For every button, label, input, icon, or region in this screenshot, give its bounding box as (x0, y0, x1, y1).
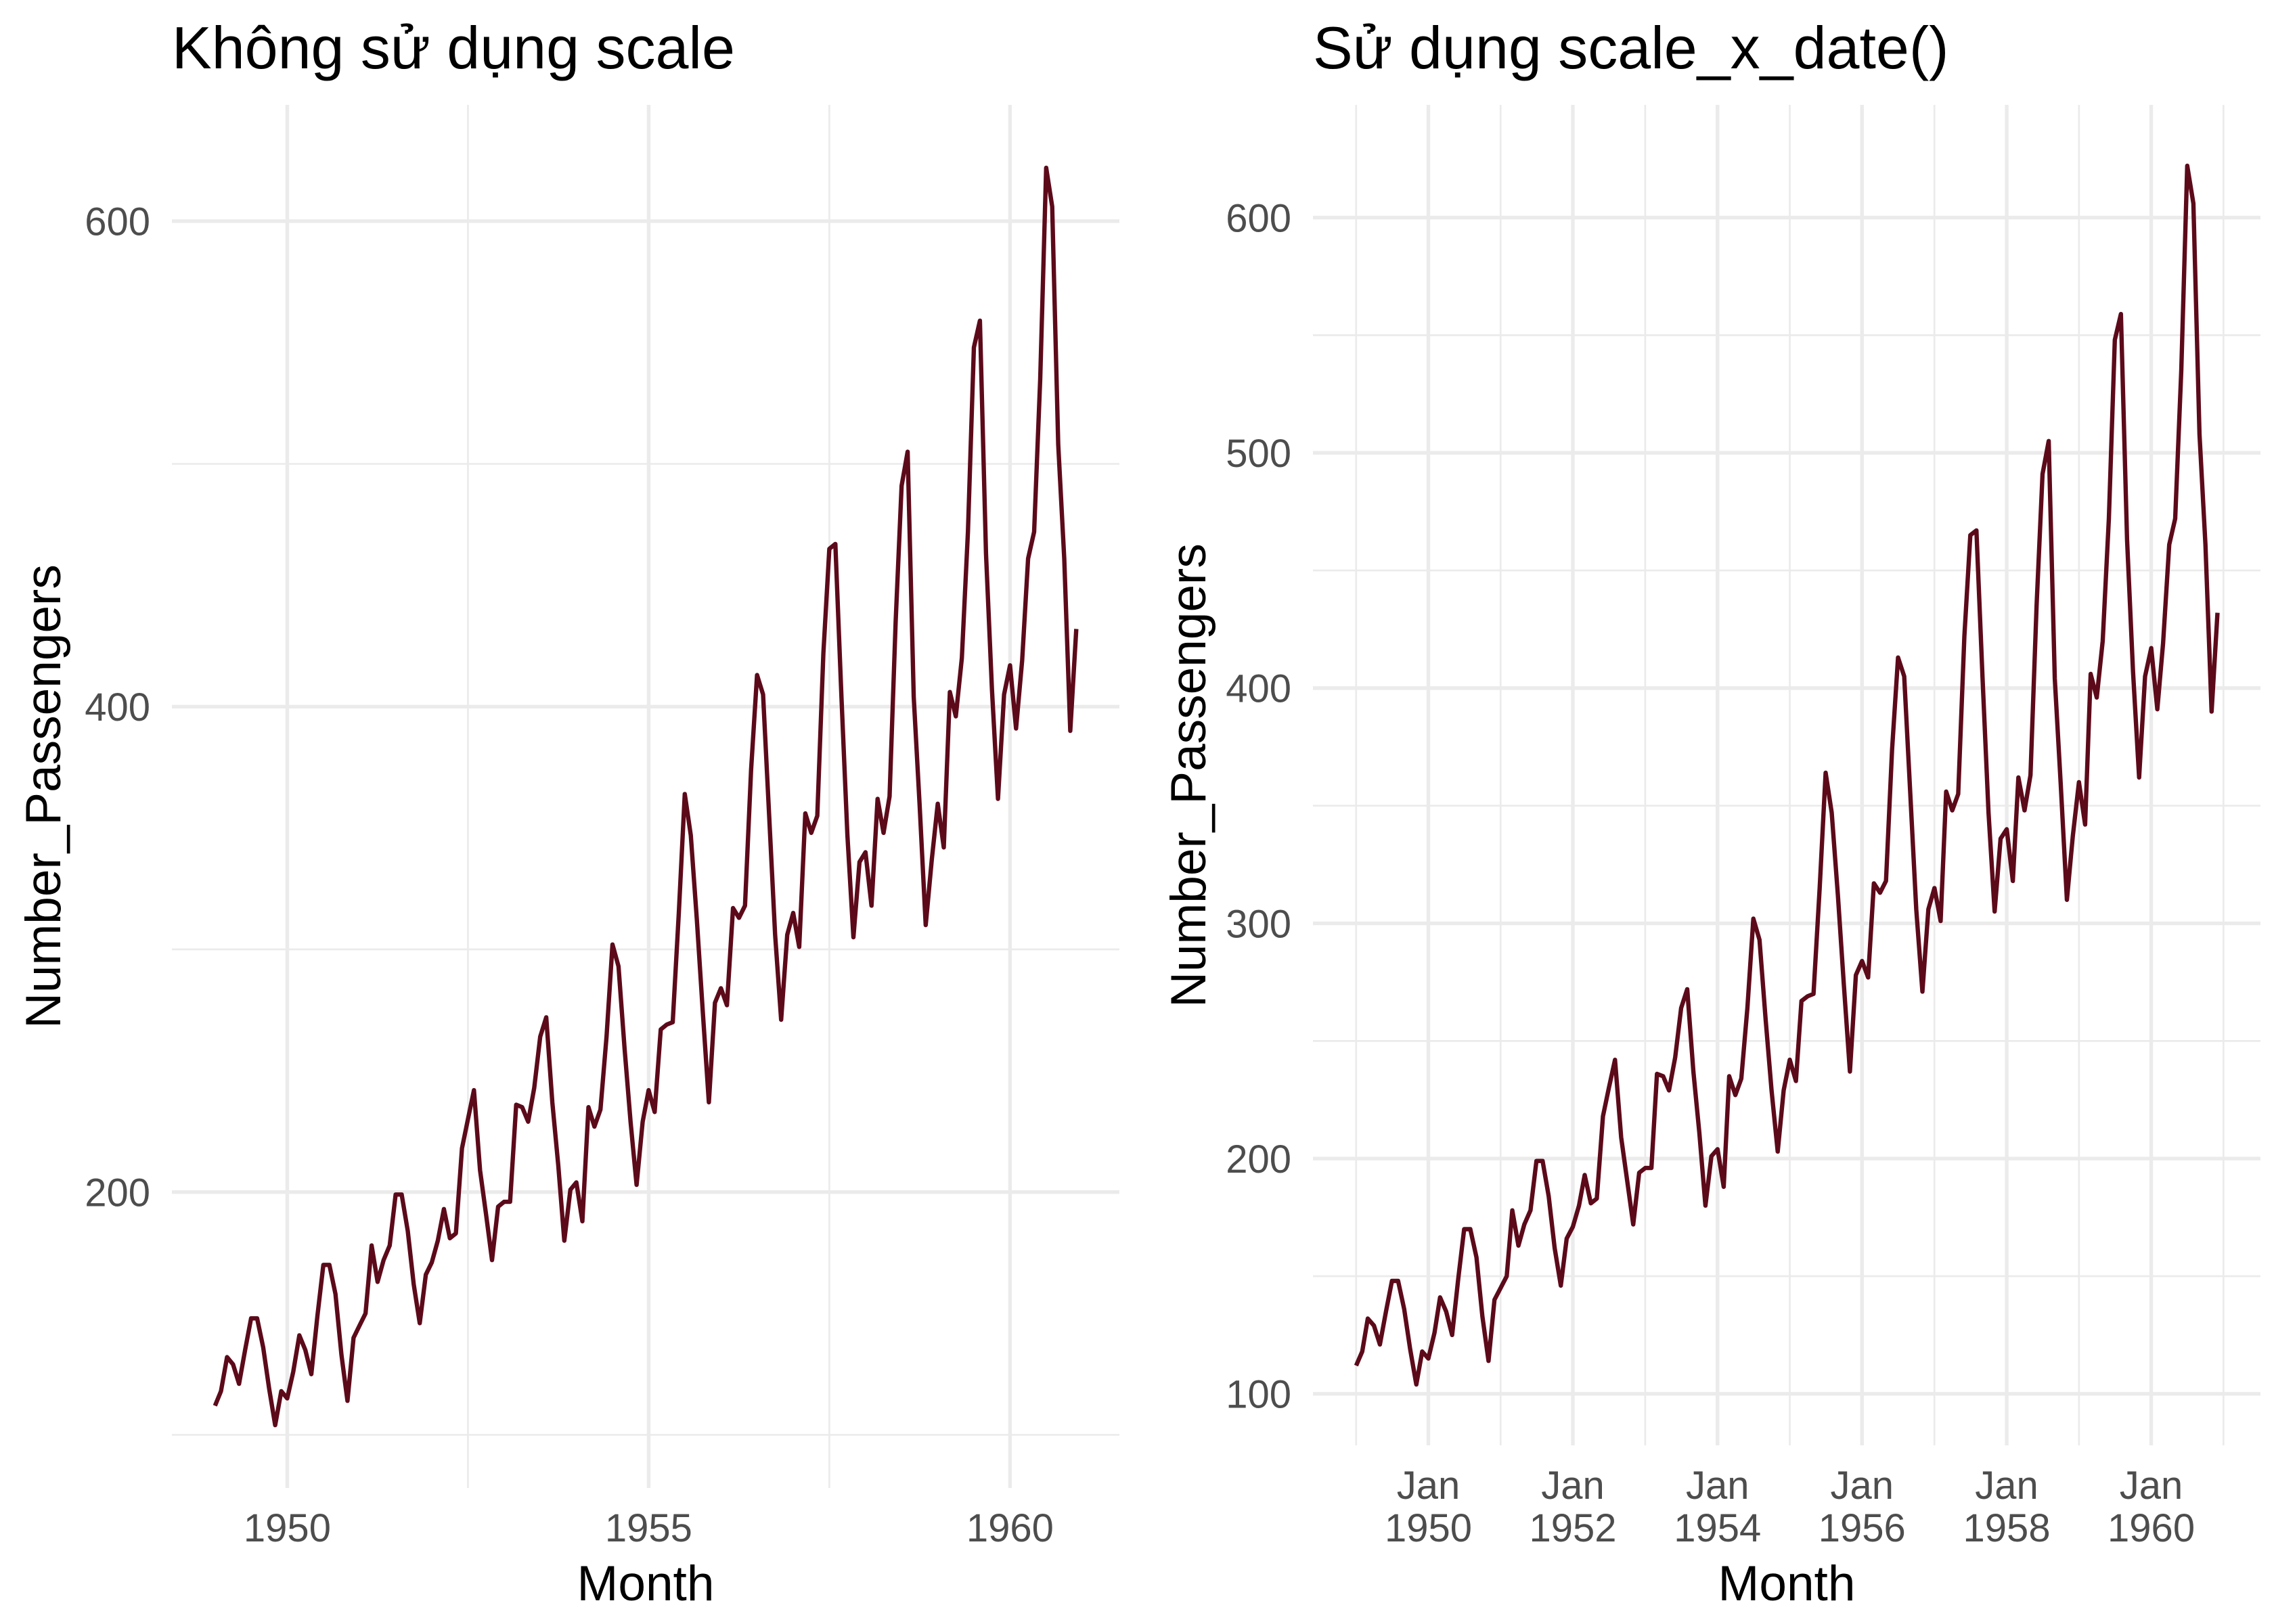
x-tick-month: Jan (1686, 1464, 1749, 1508)
passengers-series-line (213, 165, 1079, 1428)
y-tick-label: 400 (85, 685, 150, 729)
x-tick-month: Jan (2120, 1464, 2183, 1508)
x-tick-year: 1954 (1674, 1506, 1761, 1550)
left-chart-title: Không sử dụng scale (172, 14, 735, 81)
y-tick-label: 200 (85, 1171, 150, 1215)
x-tick-label: Jan 1952 (1529, 1464, 1616, 1550)
x-tick-year: 1956 (1819, 1506, 1906, 1550)
x-tick-label: 1950 (244, 1506, 331, 1550)
x-tick-year: 1960 (2108, 1506, 2195, 1550)
y-tick-label: 600 (85, 200, 150, 244)
right-chart-series (1354, 163, 2220, 1387)
x-tick-label: 1960 (966, 1506, 1054, 1550)
passengers-series-line (1354, 163, 2220, 1387)
x-tick-year: 1952 (1529, 1506, 1616, 1550)
x-tick-month: Jan (1975, 1464, 2038, 1508)
left-chart-series (213, 165, 1079, 1428)
right-chart-y-axis-title: Number_Passengers (1161, 543, 1216, 1008)
x-tick-label: 1955 (605, 1506, 692, 1550)
left-chart-tick-labels: 200 400 600 1950 1955 1960 (85, 200, 1054, 1550)
right-chart-title: Sử dụng scale_x_date() (1313, 14, 1948, 81)
y-tick-label: 600 (1226, 196, 1291, 240)
x-tick-year: 1950 (1385, 1506, 1472, 1550)
x-tick-label: Jan 1954 (1674, 1464, 1761, 1550)
x-tick-label: Jan 1960 (2108, 1464, 2195, 1550)
x-tick-month: Jan (1831, 1464, 1894, 1508)
left-chart-x-axis-title: Month (577, 1556, 715, 1611)
x-tick-year: 1958 (1963, 1506, 2051, 1550)
left-chart-y-axis-title: Number_Passengers (16, 564, 71, 1029)
left-chart: 200 400 600 1950 1955 1960 Không sử dụng scal… (16, 14, 1119, 1611)
y-tick-label: 200 (1226, 1137, 1291, 1181)
x-tick-month: Jan (1397, 1464, 1461, 1508)
x-tick-label: Jan 1956 (1819, 1464, 1906, 1550)
y-tick-label: 400 (1226, 667, 1291, 711)
x-tick-month: Jan (1541, 1464, 1605, 1508)
right-chart-x-axis-title: Month (1718, 1556, 1856, 1611)
x-tick-label: Jan 1958 (1963, 1464, 2051, 1550)
y-tick-label: 300 (1226, 902, 1291, 946)
y-tick-label: 500 (1226, 432, 1291, 476)
right-chart-gridlines (1313, 105, 2260, 1445)
x-tick-label: Jan 1950 (1385, 1464, 1472, 1550)
y-tick-label: 100 (1226, 1373, 1291, 1417)
left-chart-gridlines (172, 105, 1119, 1488)
